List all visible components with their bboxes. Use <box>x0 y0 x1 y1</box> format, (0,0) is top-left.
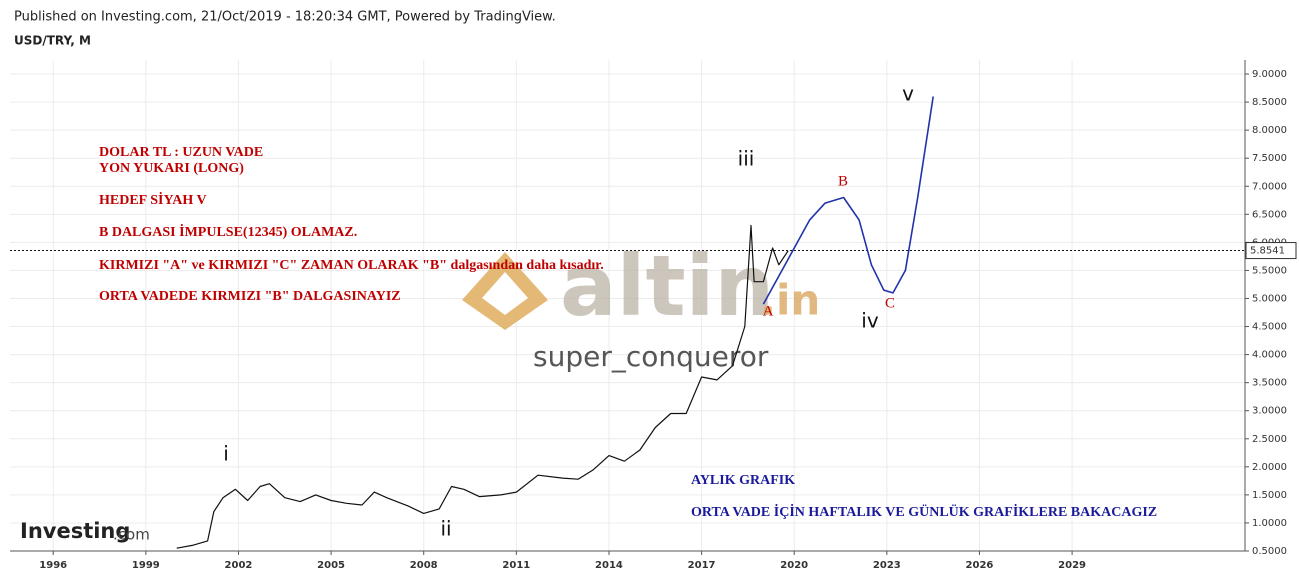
y-tick-label: 3.0000 <box>1252 406 1287 417</box>
correction-label: C <box>885 295 895 311</box>
y-tick-label: 2.0000 <box>1252 462 1287 473</box>
y-tick-label: 2.5000 <box>1252 434 1287 445</box>
watermark-user: super_conqueror <box>533 340 769 373</box>
x-tick-label: 2029 <box>1058 560 1086 571</box>
note-red: B DALGASI İMPULSE(12345) OLAMAZ. <box>99 223 357 240</box>
note-red: HEDEF SİYAH V <box>99 191 207 208</box>
y-tick-label: 1.5000 <box>1252 490 1287 501</box>
wave-label: ii <box>440 517 451 541</box>
x-tick-label: 2020 <box>780 560 808 571</box>
plot <box>10 96 1245 549</box>
watermark-icon <box>482 272 528 315</box>
note-blue: ORTA VADE İÇİN HAFTALIK VE GÜNLÜK GRAFİK… <box>691 503 1157 520</box>
correction-label: A <box>763 303 774 319</box>
logo-suffix: .com <box>113 526 150 544</box>
y-tick-label: 4.0000 <box>1252 350 1287 361</box>
note-blue: AYLIK GRAFIK <box>691 473 795 488</box>
y-tick-label: 4.5000 <box>1252 322 1287 333</box>
x-tick-label: 2005 <box>317 560 345 571</box>
grid <box>10 60 1249 555</box>
last-price-box <box>1245 242 1297 260</box>
y-tick-label: 6.5000 <box>1252 209 1287 220</box>
x-tick-label: 2011 <box>502 560 530 571</box>
x-tick-label: 2023 <box>873 560 901 571</box>
y-tick-label: 7.5000 <box>1252 153 1287 164</box>
note-red: DOLAR TL : UZUN VADE <box>99 145 263 160</box>
wave-label: v <box>902 82 914 106</box>
watermark-brand: altin <box>560 237 774 335</box>
y-tick-label: 8.0000 <box>1252 125 1287 136</box>
series-line <box>176 224 789 549</box>
logo: Investing <box>20 519 130 543</box>
y-tick-label: 5.0000 <box>1252 293 1287 304</box>
wave-label: iii <box>738 147 755 171</box>
y-tick-label: 8.5000 <box>1252 97 1287 108</box>
y-tick-label: 3.5000 <box>1252 378 1287 389</box>
y-tick-label: 0.5000 <box>1252 546 1287 557</box>
y-tick-label: 7.0000 <box>1252 181 1287 192</box>
x-tick-label: 2014 <box>595 560 623 571</box>
series-line <box>762 96 934 305</box>
watermark: altin .in super_conqueror <box>462 237 820 373</box>
wave-label: iv <box>861 309 879 333</box>
x-tick-label: 2026 <box>966 560 994 571</box>
y-tick-label: 9.0000 <box>1252 69 1287 80</box>
watermark-domain: .in <box>760 276 820 325</box>
x-tick-label: 1999 <box>132 560 160 571</box>
correction-label: B <box>838 173 848 189</box>
published-note: Published on Investing.com, 21/Oct/2019 … <box>14 10 556 25</box>
x-tick-label: 2002 <box>225 560 253 571</box>
last-price-label: 5.8541 <box>1250 246 1285 257</box>
x-tick-label: 2008 <box>410 560 438 571</box>
x-tick-label: 2017 <box>688 560 716 571</box>
x-tick-label: 1996 <box>39 560 67 571</box>
wave-label: i <box>223 442 229 466</box>
y-tick-label: 5.5000 <box>1252 265 1287 276</box>
note-red: KIRMIZI "A" ve KIRMIZI "C" ZAMAN OLARAK … <box>99 258 604 273</box>
symbol: USD/TRY, M <box>14 34 91 48</box>
note-red: ORTA VADEDE KIRMIZI "B" DALGASINAYIZ <box>99 289 401 304</box>
y-tick-label: 1.0000 <box>1252 518 1287 529</box>
note-red: YON YUKARI (LONG) <box>99 161 244 176</box>
